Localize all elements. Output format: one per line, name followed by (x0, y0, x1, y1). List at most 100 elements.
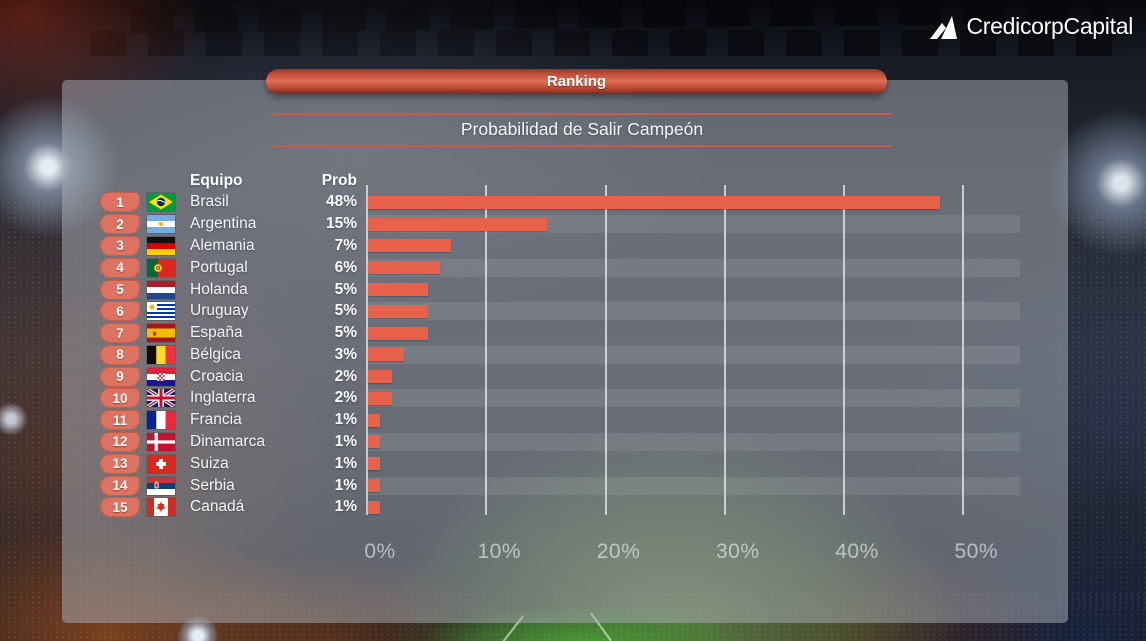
x-tick-label: 50% (954, 540, 999, 563)
gridline (604, 185, 607, 515)
team-name: Argentina (190, 215, 257, 233)
prob-bar (368, 261, 440, 275)
rank-badge: 14 (100, 475, 140, 496)
brand-name: CredicorpCapital (966, 13, 1134, 39)
content-panel (62, 80, 1068, 623)
prob-value: 5% (334, 302, 357, 320)
crowd-texture (1058, 210, 1146, 610)
flag-icon-serbia (147, 476, 175, 495)
prob-bar (368, 239, 452, 253)
prob-bar (368, 435, 380, 449)
prob-value: 1% (334, 411, 357, 429)
rank-badge: 3 (100, 235, 140, 256)
x-tick-label: 20% (596, 540, 641, 563)
prob-value: 6% (334, 258, 357, 276)
flag-icon-uruguay (147, 302, 175, 321)
prob-bar (368, 283, 428, 296)
rank-number: 4 (116, 260, 124, 276)
row-band (367, 389, 1020, 408)
ranking-tab-label: Ranking (546, 73, 607, 90)
prob-bar (368, 479, 380, 493)
rank-number: 10 (112, 390, 128, 406)
flag-icon-brasil (147, 193, 175, 212)
team-name: Portugal (190, 258, 248, 276)
prob-bar (368, 370, 392, 384)
rank-badge: 13 (100, 453, 140, 474)
row-band (367, 476, 1020, 495)
rank-number: 2 (116, 216, 124, 232)
rank-number: 7 (116, 325, 124, 341)
brand-logo: CredicorpCapital (929, 13, 1134, 40)
rank-number: 12 (112, 434, 128, 450)
rank-number: 15 (112, 499, 128, 515)
rank-number: 3 (116, 238, 124, 254)
column-header-equipo: Equipo (190, 172, 243, 189)
prob-bar (368, 457, 380, 471)
flag-icon-croacia (147, 367, 175, 386)
prob-bar (368, 217, 547, 231)
x-tick-label: 0% (364, 540, 396, 563)
floodlight-flare (0, 402, 28, 436)
rank-badge: 10 (100, 388, 140, 409)
row-band (367, 345, 1020, 364)
prob-bar (368, 326, 428, 340)
credicorp-mountain-icon (929, 16, 957, 39)
prob-value: 5% (334, 280, 357, 298)
ranking-tab[interactable]: Ranking (266, 69, 887, 94)
rank-number: 5 (116, 282, 124, 297)
prob-bar (368, 195, 941, 209)
team-name: Dinamarca (190, 432, 265, 450)
rank-number: 1 (116, 194, 124, 210)
prob-bar (368, 348, 404, 362)
title-divider-bottom (272, 145, 892, 147)
gridline (366, 185, 368, 515)
team-name: Bélgica (190, 345, 241, 363)
rank-number: 8 (116, 347, 124, 363)
prob-value: 48% (325, 193, 357, 211)
prob-value: 5% (334, 324, 357, 342)
gridline (723, 185, 726, 515)
rank-number: 14 (112, 478, 128, 494)
rank-number: 13 (112, 456, 128, 472)
team-name: Alemania (190, 236, 255, 254)
row-band (367, 302, 1020, 321)
flag-icon-espana (147, 324, 175, 343)
prob-bar (368, 500, 380, 514)
rank-number: 11 (112, 412, 128, 428)
rank-number: 6 (116, 303, 124, 319)
gridline (843, 185, 845, 515)
column-header-prob: Prob (321, 172, 357, 189)
prob-value: 3% (334, 345, 357, 363)
flag-icon-inglaterra (147, 389, 175, 408)
prob-value: 2% (334, 389, 357, 407)
rank-badge: 2 (100, 214, 140, 235)
team-name: Suiza (190, 454, 229, 472)
rank-number: 9 (116, 369, 124, 385)
prob-bar (368, 413, 380, 427)
team-name: Holanda (190, 280, 248, 298)
flag-icon-belgica (147, 345, 175, 364)
prob-bar (368, 304, 428, 318)
prob-value: 1% (334, 454, 357, 472)
x-tick-label: 40% (835, 540, 879, 563)
rank-badge: 4 (100, 257, 140, 278)
team-name: Canadá (190, 498, 245, 516)
prob-value: 7% (334, 236, 357, 254)
team-name: Uruguay (190, 302, 249, 320)
flag-icon-alemania (147, 236, 175, 255)
row-band (367, 432, 1020, 451)
rank-badge: 7 (100, 323, 140, 344)
rank-badge: 9 (100, 366, 140, 387)
prob-value: 1% (334, 498, 357, 516)
prob-bar (368, 391, 392, 405)
x-tick-label: 10% (477, 540, 522, 563)
rank-badge: 5 (100, 279, 140, 300)
prob-value: 15% (325, 215, 357, 233)
prob-value: 2% (334, 367, 357, 385)
flag-icon-argentina (147, 215, 175, 234)
team-name: Serbia (190, 476, 235, 494)
